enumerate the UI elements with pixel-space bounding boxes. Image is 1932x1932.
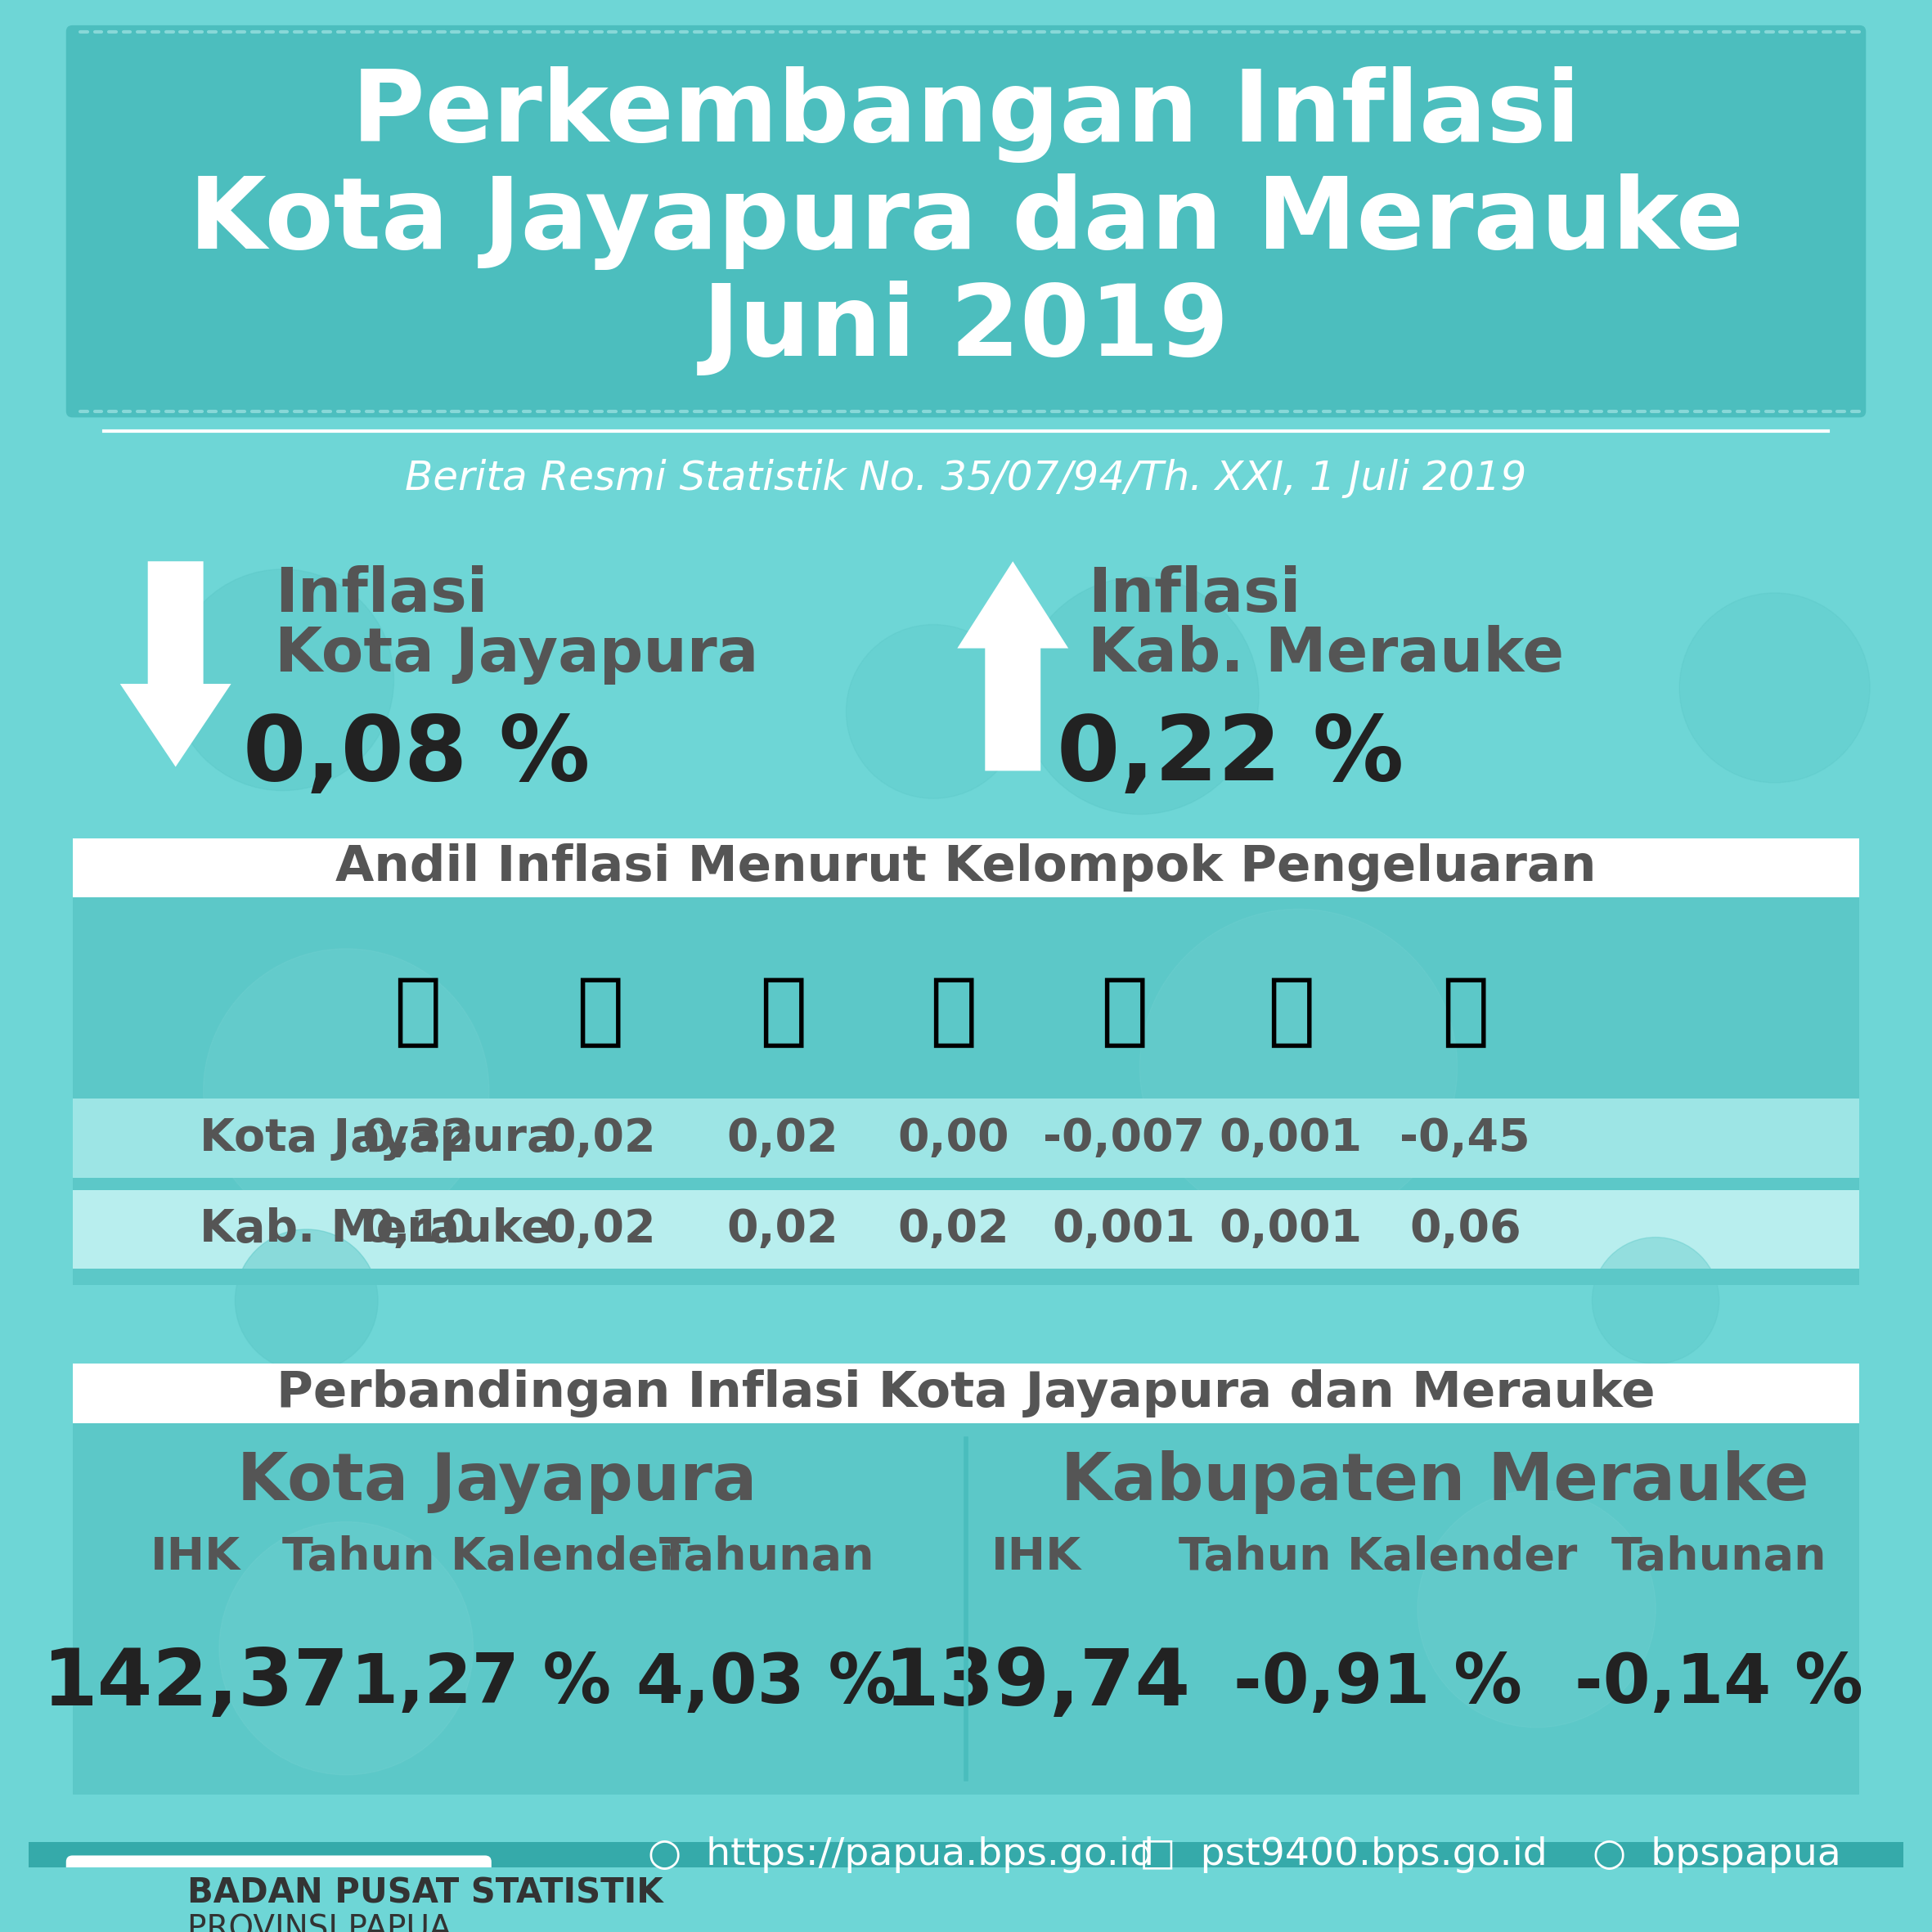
FancyBboxPatch shape bbox=[71, 1364, 1861, 1424]
Circle shape bbox=[1679, 593, 1870, 782]
Text: Perkembangan Inflasi: Perkembangan Inflasi bbox=[352, 66, 1580, 162]
Text: -0,14 %: -0,14 % bbox=[1575, 1650, 1862, 1718]
Text: Tahunan: Tahunan bbox=[659, 1536, 875, 1580]
FancyBboxPatch shape bbox=[71, 1099, 1861, 1179]
Text: 🚌: 🚌 bbox=[1441, 974, 1490, 1049]
Text: IHK: IHK bbox=[991, 1536, 1082, 1580]
Text: 0,02: 0,02 bbox=[898, 1208, 1009, 1252]
Text: 🏠: 🏠 bbox=[759, 974, 806, 1049]
Text: IHK: IHK bbox=[151, 1536, 240, 1580]
Text: ○  bpspapua: ○ bpspapua bbox=[1592, 1835, 1841, 1874]
FancyBboxPatch shape bbox=[89, 1870, 102, 1932]
Text: 🍔: 🍔 bbox=[576, 974, 624, 1049]
FancyBboxPatch shape bbox=[66, 1855, 491, 1932]
Text: 0,001: 0,001 bbox=[1053, 1208, 1196, 1252]
Text: 0,22 %: 0,22 % bbox=[1057, 711, 1403, 800]
Text: 0,02: 0,02 bbox=[726, 1208, 838, 1252]
Text: 0,32: 0,32 bbox=[361, 1117, 473, 1161]
Circle shape bbox=[846, 624, 1020, 798]
Text: 0,06: 0,06 bbox=[1408, 1208, 1520, 1252]
Text: 0,00: 0,00 bbox=[898, 1117, 1009, 1161]
Text: Tahunan: Tahunan bbox=[1611, 1536, 1828, 1580]
Text: Kota Jayapura dan Merauke: Kota Jayapura dan Merauke bbox=[189, 174, 1743, 270]
Polygon shape bbox=[956, 562, 1068, 771]
Text: Tahun Kalender: Tahun Kalender bbox=[282, 1536, 680, 1580]
FancyBboxPatch shape bbox=[29, 1841, 1903, 1868]
Text: 142,37: 142,37 bbox=[43, 1646, 350, 1721]
Circle shape bbox=[1020, 578, 1260, 813]
Text: -0,45: -0,45 bbox=[1401, 1117, 1530, 1161]
Text: 0,001: 0,001 bbox=[1219, 1117, 1362, 1161]
Text: 1,27 %: 1,27 % bbox=[352, 1650, 611, 1718]
Circle shape bbox=[1592, 1236, 1719, 1364]
Polygon shape bbox=[120, 562, 232, 767]
Text: 📗: 📗 bbox=[1267, 974, 1314, 1049]
Text: Kab. Merauke: Kab. Merauke bbox=[1088, 624, 1565, 684]
Text: Kota Jayapura: Kota Jayapura bbox=[199, 1117, 556, 1161]
FancyBboxPatch shape bbox=[71, 1424, 1861, 1795]
Text: Kota Jayapura: Kota Jayapura bbox=[274, 624, 759, 684]
Text: 0,02: 0,02 bbox=[726, 1117, 838, 1161]
Circle shape bbox=[236, 1229, 379, 1372]
FancyBboxPatch shape bbox=[66, 25, 1866, 417]
Text: Kab. Merauke: Kab. Merauke bbox=[199, 1208, 553, 1252]
Text: Berita Resmi Statistik No. 35/07/94/Th. XXI, 1 Juli 2019: Berita Resmi Statistik No. 35/07/94/Th. … bbox=[406, 458, 1526, 498]
FancyBboxPatch shape bbox=[108, 1889, 122, 1932]
FancyBboxPatch shape bbox=[71, 1190, 1861, 1269]
Text: 139,74: 139,74 bbox=[883, 1646, 1190, 1721]
Text: ○  https://papua.bps.go.id: ○ https://papua.bps.go.id bbox=[647, 1835, 1153, 1874]
Text: Andil Inflasi Menurut Kelompok Pengeluaran: Andil Inflasi Menurut Kelompok Pengeluar… bbox=[336, 842, 1596, 891]
FancyBboxPatch shape bbox=[128, 1882, 143, 1932]
Text: Kabupaten Merauke: Kabupaten Merauke bbox=[1061, 1451, 1808, 1515]
Text: -0,007: -0,007 bbox=[1043, 1117, 1206, 1161]
Text: 🥕: 🥕 bbox=[394, 974, 442, 1049]
Text: -0,91 %: -0,91 % bbox=[1233, 1650, 1522, 1718]
Text: Kota Jayapura: Kota Jayapura bbox=[238, 1451, 757, 1515]
Text: Juni 2019: Juni 2019 bbox=[703, 280, 1229, 377]
Text: 0,001: 0,001 bbox=[1219, 1208, 1362, 1252]
Text: 📱: 📱 bbox=[1099, 974, 1148, 1049]
Text: 👕: 👕 bbox=[929, 974, 978, 1049]
Text: 0,02: 0,02 bbox=[545, 1208, 657, 1252]
Circle shape bbox=[1418, 1490, 1656, 1727]
Text: Inflasi: Inflasi bbox=[1088, 566, 1300, 624]
FancyBboxPatch shape bbox=[71, 838, 1861, 896]
Text: Perbandingan Inflasi Kota Jayapura dan Merauke: Perbandingan Inflasi Kota Jayapura dan M… bbox=[276, 1370, 1656, 1416]
FancyBboxPatch shape bbox=[149, 1870, 162, 1932]
FancyBboxPatch shape bbox=[71, 896, 1861, 1285]
Text: Inflasi: Inflasi bbox=[274, 566, 487, 624]
Text: BADAN PUSAT STATISTIK: BADAN PUSAT STATISTIK bbox=[187, 1876, 663, 1911]
Text: 0,02: 0,02 bbox=[545, 1117, 657, 1161]
Text: 0,10: 0,10 bbox=[361, 1208, 473, 1252]
Text: PROVINSI PAPUA: PROVINSI PAPUA bbox=[187, 1913, 452, 1932]
Circle shape bbox=[172, 570, 394, 790]
Text: Tahun Kalender: Tahun Kalender bbox=[1179, 1536, 1577, 1580]
Text: 4,03 %: 4,03 % bbox=[638, 1650, 896, 1718]
Circle shape bbox=[203, 949, 489, 1233]
Text: □  pst9400.bps.go.id: □ pst9400.bps.go.id bbox=[1140, 1835, 1548, 1874]
Text: 0,08 %: 0,08 % bbox=[243, 711, 589, 800]
Circle shape bbox=[1140, 910, 1457, 1225]
Circle shape bbox=[218, 1522, 473, 1776]
